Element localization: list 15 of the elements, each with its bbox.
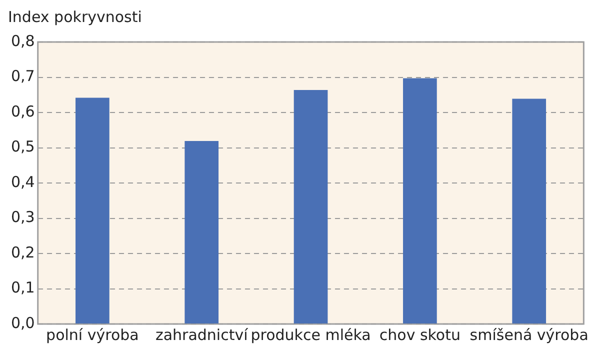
x-tick-label: zahradnictví <box>155 326 249 344</box>
y-tick-label: 0,6 <box>10 102 35 120</box>
y-tick-label: 0,2 <box>10 243 35 262</box>
y-tick-label: 0,8 <box>10 32 35 50</box>
y-axis-title: Index pokryvnosti <box>8 8 143 28</box>
y-tick-label: 0,3 <box>10 208 35 226</box>
x-tick-label: produkce mléka <box>250 326 371 344</box>
x-tick-label: smíšená výroba <box>470 326 588 344</box>
y-tick-label: 0,1 <box>10 278 35 297</box>
y-tick-label: 0,0 <box>10 314 35 332</box>
x-tick-label: chov skotu <box>379 326 460 344</box>
y-tick-label: 0,7 <box>10 67 35 86</box>
y-tick-label: 0,5 <box>10 138 35 156</box>
y-tick-label: 0,4 <box>10 172 35 191</box>
x-tick-label: polní výroba <box>46 326 139 344</box>
